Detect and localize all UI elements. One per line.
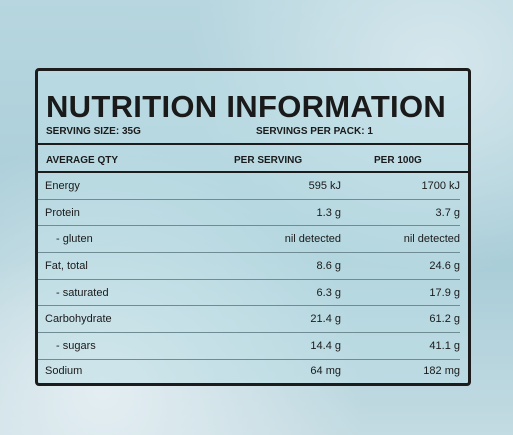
table-row: - sugars 14.4 g 41.1 g (38, 333, 460, 360)
table-row: Carbohydrate 21.4 g 61.2 g (38, 307, 460, 334)
column-header: PER SERVING (234, 155, 303, 166)
title: NUTRITION INFORMATION (46, 89, 447, 124)
table-row: - gluten nil detected nil detected (38, 226, 460, 254)
table-cell: 14.4 g (310, 340, 341, 353)
table-cell: Fat, total (45, 259, 88, 272)
servings-per-pack: SERVINGS PER PACK: 1 (256, 126, 373, 137)
table-cell: 182 mg (423, 365, 460, 378)
table-cell: 64 mg (310, 365, 341, 378)
table-cell: 595 kJ (308, 179, 341, 192)
table-row: Sodium 64 mg 182 mg (38, 360, 460, 383)
table-row: Fat, total 8.6 g 24.6 g (38, 253, 460, 280)
table-cell: 41.1 g (429, 340, 460, 353)
table-cell: 24.6 g (429, 259, 460, 272)
table-cell: - sugars (56, 340, 96, 353)
serving-size: SERVING SIZE: 35G (46, 126, 141, 137)
table-cell: 6.3 g (316, 286, 341, 299)
nutrition-panel: NUTRITION INFORMATION SERVING SIZE: 35G … (35, 68, 471, 386)
table-row: Energy 595 kJ 1700 kJ (38, 173, 460, 200)
table-cell: Sodium (45, 365, 83, 378)
table-cell: 61.2 g (429, 313, 460, 326)
table-row: - saturated 6.3 g 17.9 g (38, 280, 460, 307)
divider (38, 143, 468, 145)
table-cell: Protein (45, 206, 80, 219)
table-row: Protein 1.3 g 3.7 g (38, 200, 460, 227)
table-cell: 8.6 g (316, 259, 341, 272)
table-cell: - gluten (56, 233, 93, 246)
table-cell: - saturated (56, 286, 109, 299)
table-cell: 1700 kJ (421, 179, 460, 192)
table-cell: 17.9 g (429, 286, 460, 299)
column-header: PER 100G (374, 155, 422, 166)
table-cell: nil detected (403, 233, 460, 246)
table-cell: 1.3 g (316, 206, 341, 219)
table-cell: nil detected (284, 233, 341, 246)
table-cell: 3.7 g (435, 206, 460, 219)
column-header: AVERAGE QTY (46, 155, 119, 166)
divider (38, 171, 468, 173)
table-cell: 21.4 g (310, 313, 341, 326)
table-cell: Carbohydrate (45, 313, 112, 326)
table-cell: Energy (45, 179, 80, 192)
table-body: Energy 595 kJ 1700 kJ Protein 1.3 g 3.7 g - gl… (38, 173, 460, 383)
